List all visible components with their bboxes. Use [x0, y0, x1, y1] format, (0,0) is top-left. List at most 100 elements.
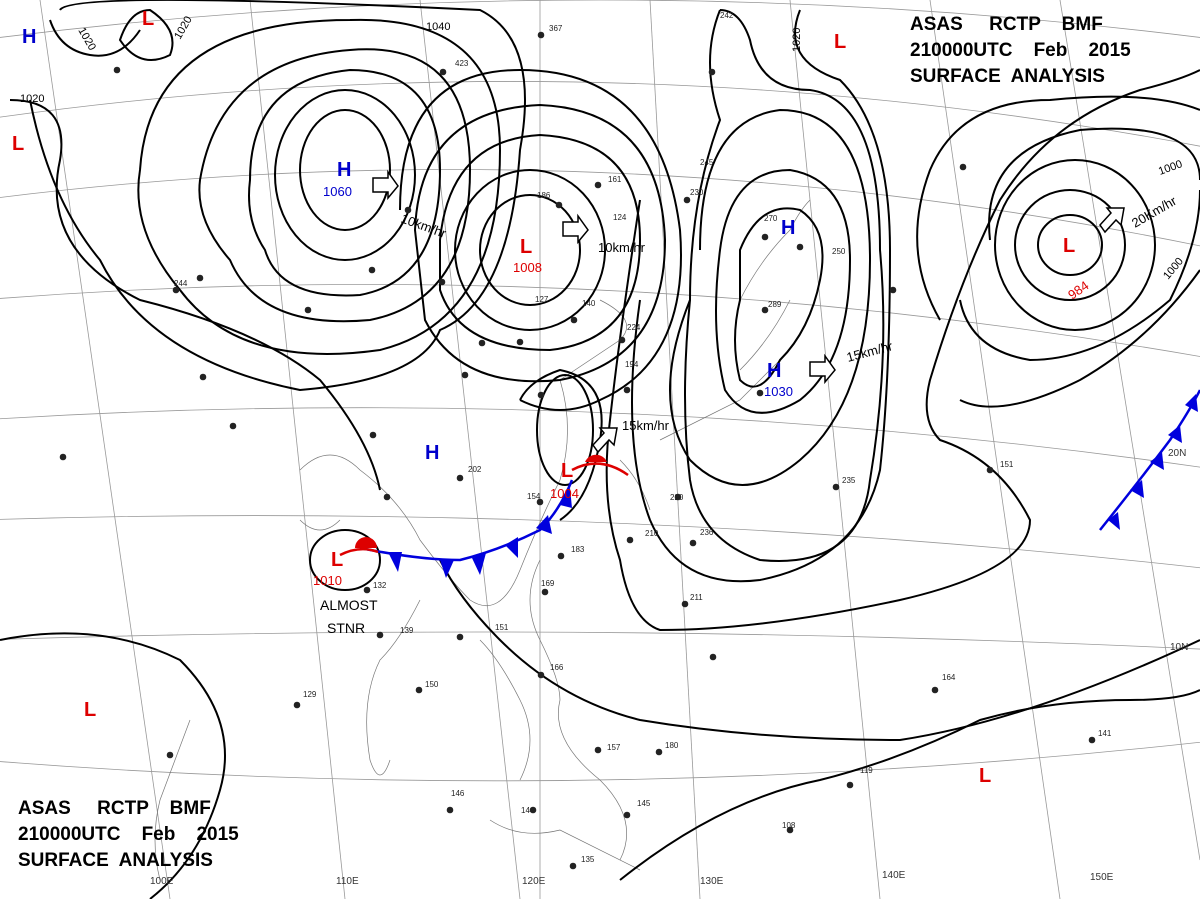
low-center: L: [834, 31, 846, 53]
low-center: L: [84, 699, 96, 721]
station-value: 220: [670, 493, 684, 502]
station-value: 186: [537, 191, 551, 200]
cold-front: [359, 389, 1200, 578]
station-value: 146: [451, 789, 465, 798]
stnr-label: STNR: [327, 620, 365, 636]
station-value: 127: [535, 295, 549, 304]
station-value: 164: [942, 673, 956, 682]
header-line: 210000UTC Feb 2015: [910, 40, 1131, 61]
low-center: L: [561, 460, 573, 482]
lon-label: 100E: [150, 876, 174, 887]
low-center: L: [1063, 235, 1075, 257]
isobar-label: 1000: [1157, 158, 1184, 178]
low-pressure-value: 1008: [513, 260, 542, 275]
station-value: 244: [174, 279, 188, 288]
station-value: 157: [607, 743, 621, 752]
lat-label: 10N: [1170, 642, 1188, 653]
high-center: H: [425, 442, 439, 464]
high-pressure-value: 1030: [764, 384, 793, 399]
station-value: 141: [1098, 729, 1112, 738]
station-value: 270: [764, 214, 778, 223]
header-line: ASAS RCTP BMF: [18, 798, 211, 819]
low-center: L: [12, 133, 24, 155]
isobar-label: 1020: [791, 28, 803, 52]
movement-arrows: [372, 169, 1125, 454]
low-pressure-value: 1004: [550, 486, 579, 501]
high-center: H: [337, 159, 351, 181]
station-plots: [59, 31, 1096, 870]
header-line: ASAS RCTP BMF: [910, 14, 1103, 35]
station-value: 224: [627, 323, 641, 332]
low-center: L: [520, 236, 532, 258]
isobar-label: 1020: [20, 93, 44, 105]
movement-speed: 10km/hr: [399, 211, 449, 241]
grid-labels: 100E 110E 120E 130E 140E 150E 20N 10N: [150, 448, 1188, 887]
lon-label: 120E: [522, 876, 546, 887]
low-pressure-value: 1010: [313, 573, 342, 588]
station-value: 154: [527, 492, 541, 501]
station-value: 151: [1000, 460, 1014, 469]
low-center: L: [142, 8, 154, 30]
warm-front: [339, 454, 629, 557]
station-value: 129: [303, 690, 317, 699]
high-center: H: [781, 217, 795, 239]
header-line: 210000UTC Feb 2015: [18, 824, 239, 845]
station-value: 169: [541, 579, 555, 588]
low-pressure-value: 984: [1065, 278, 1091, 303]
station-value: 202: [468, 465, 482, 474]
isobar-label: 1000: [1161, 255, 1186, 281]
low-center: L: [979, 765, 991, 787]
high-center: H: [22, 26, 36, 48]
lon-label: 130E: [700, 876, 724, 887]
station-value: 210: [645, 529, 659, 538]
coastlines: [154, 199, 811, 881]
station-value: 161: [608, 175, 622, 184]
header-line: SURFACE ANALYSIS: [18, 850, 213, 871]
station-value: 245: [700, 158, 714, 167]
lon-label: 140E: [882, 870, 906, 881]
station-value: 132: [373, 581, 387, 590]
station-value: 289: [768, 300, 782, 309]
station-value: 211: [690, 593, 703, 602]
map-header-bottom-left: ASAS RCTP BMF 210000UTC Feb 2015 SURFACE…: [18, 796, 239, 874]
station-values: 423 245 230 161 124 186 127 140 224 194 …: [174, 11, 1112, 864]
station-value: 144: [521, 806, 535, 815]
station-value: 108: [782, 821, 796, 830]
movement-speed: 10km/hr: [598, 240, 646, 255]
station-value: 145: [637, 799, 651, 808]
station-value: 194: [625, 360, 639, 369]
station-value: 166: [550, 663, 564, 672]
station-value: 180: [665, 741, 679, 750]
lon-label: 110E: [336, 876, 359, 887]
isobar-label: 1020: [75, 26, 98, 53]
isobar-label: 1040: [426, 21, 450, 33]
station-value: 235: [842, 476, 856, 485]
low-center: L: [331, 549, 343, 571]
station-value: 135: [581, 855, 595, 864]
station-value: 250: [832, 247, 846, 256]
station-value: 242: [720, 11, 734, 20]
station-value: 140: [582, 299, 596, 308]
station-value: 151: [495, 623, 509, 632]
movement-speed: 20Km/hr: [1129, 193, 1180, 231]
station-value: 139: [400, 626, 414, 635]
station-value: 367: [549, 24, 563, 33]
lat-label: 20N: [1168, 448, 1186, 459]
station-value: 124: [613, 213, 627, 222]
movement-speed: 15km/hr: [622, 418, 670, 433]
high-center: H: [767, 360, 781, 382]
station-value: 119: [860, 766, 873, 775]
station-value: 150: [425, 680, 439, 689]
high-pressure-value: 1060: [323, 184, 352, 199]
lon-label: 150E: [1090, 872, 1114, 883]
map-header-top-right: ASAS RCTP BMF 210000UTC Feb 2015 SURFACE…: [910, 12, 1131, 90]
station-value: 183: [571, 545, 585, 554]
station-value: 230: [690, 188, 704, 197]
header-line: SURFACE ANALYSIS: [910, 66, 1105, 87]
station-value: 423: [455, 59, 469, 68]
station-value: 236: [700, 528, 714, 537]
almost-label: ALMOST: [320, 597, 378, 613]
